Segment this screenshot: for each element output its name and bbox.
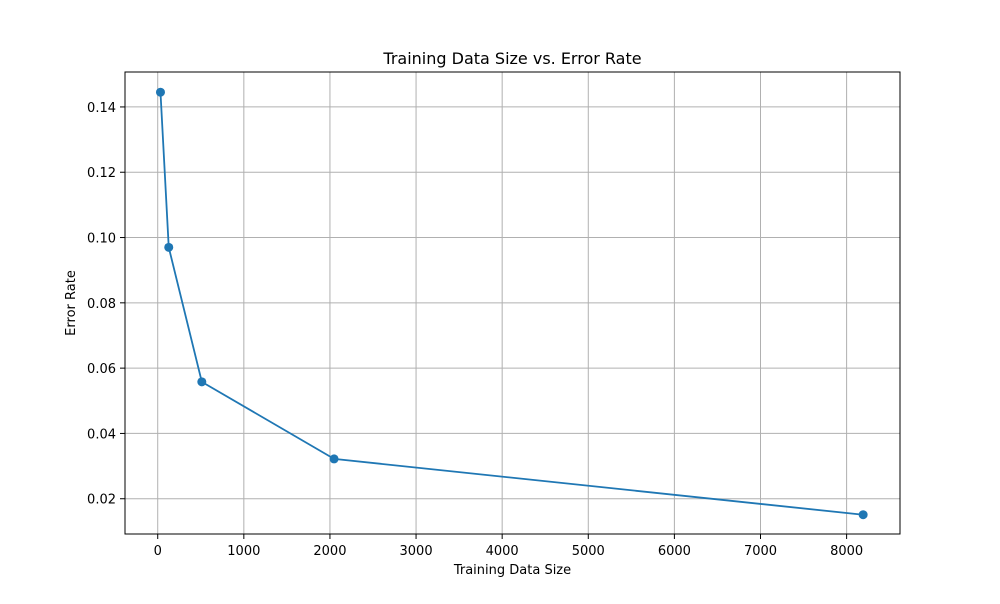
chart-title: Training Data Size vs. Error Rate [382, 49, 641, 68]
grid-lines [125, 72, 900, 534]
x-tick-label: 5000 [572, 544, 605, 559]
y-tick-label: 0.10 [87, 232, 116, 247]
y-axis-label: Error Rate [64, 270, 79, 336]
x-axis-label: Training Data Size [453, 563, 571, 578]
y-tick-label: 0.08 [87, 297, 116, 312]
data-point-marker [329, 454, 339, 464]
y-tick-label: 0.06 [87, 362, 116, 377]
data-point-marker [858, 510, 868, 520]
data-point-marker [155, 87, 165, 97]
x-tick-label: 2000 [313, 544, 346, 559]
x-tick-label: 7000 [744, 544, 777, 559]
x-tick-label: 1000 [227, 544, 260, 559]
axis-ticks: 0 1000 2000 3000 4000 5000 6000 7000 8000 0.02 0.0… [87, 101, 863, 559]
data-point-marker [197, 377, 207, 387]
x-tick-label: 8000 [830, 544, 863, 559]
x-tick-label: 0 [154, 544, 162, 559]
data-point-marker [164, 242, 174, 252]
y-tick-label: 0.02 [87, 493, 116, 508]
y-tick-label: 0.12 [87, 166, 116, 181]
y-tick-label: 0.14 [87, 101, 116, 116]
x-tick-label: 4000 [486, 544, 519, 559]
x-tick-label: 6000 [658, 544, 691, 559]
data-series [155, 87, 868, 520]
x-tick-label: 3000 [400, 544, 433, 559]
y-tick-label: 0.04 [87, 427, 116, 442]
